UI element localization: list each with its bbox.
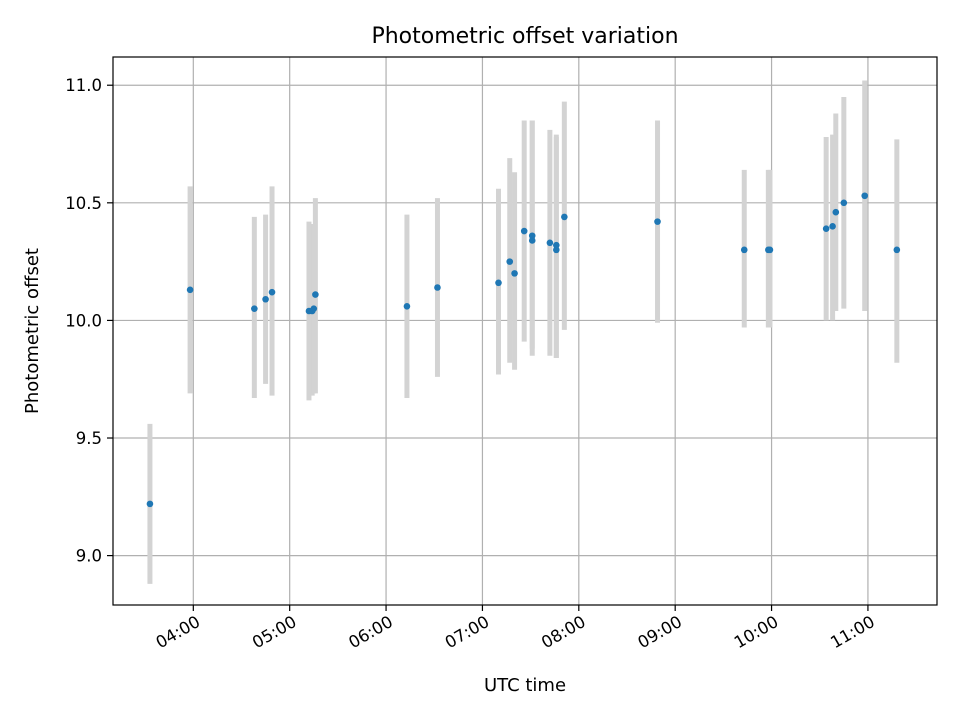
- data-point: [495, 279, 502, 287]
- data-point: [310, 305, 318, 312]
- data-point: [561, 213, 568, 221]
- y-tick-label: 9.0: [76, 547, 102, 566]
- data-point: [553, 241, 560, 249]
- data-point: [829, 223, 836, 230]
- data-point: [840, 199, 848, 207]
- data-point: [654, 218, 661, 225]
- data-point: [186, 286, 194, 294]
- y-tick-label: 11.0: [65, 76, 102, 95]
- data-point: [403, 303, 411, 310]
- data-point: [511, 270, 518, 277]
- data-point: [251, 305, 258, 312]
- data-point: [546, 239, 554, 247]
- data-point: [528, 232, 536, 240]
- x-axis-label: UTC time: [484, 675, 566, 696]
- data-point: [832, 208, 840, 216]
- data-point: [520, 227, 528, 235]
- y-axis-label: Photometric offset: [22, 248, 43, 414]
- y-tick-label: 9.5: [76, 429, 102, 448]
- data-point: [312, 291, 319, 298]
- data-point: [893, 246, 901, 254]
- data-points: [146, 192, 901, 508]
- data-point: [146, 500, 154, 508]
- y-tick-label: 10.5: [65, 194, 102, 213]
- data-point: [528, 237, 536, 244]
- data-point: [434, 284, 441, 291]
- y-tick-label: 10.0: [65, 311, 102, 330]
- data-point: [861, 192, 869, 200]
- chart-title: Photometric offset variation: [371, 24, 678, 49]
- data-point: [822, 225, 830, 232]
- data-point: [740, 246, 748, 254]
- plot-frame: [112, 56, 938, 606]
- grid-lines: [113, 57, 937, 605]
- data-point: [553, 246, 560, 254]
- data-point: [262, 295, 269, 303]
- y-axis-ticks: 9.0 9.5 10.0 10.5 11.0: [65, 76, 113, 566]
- data-point: [268, 288, 276, 296]
- data-point: [766, 246, 774, 254]
- data-point: [506, 258, 514, 265]
